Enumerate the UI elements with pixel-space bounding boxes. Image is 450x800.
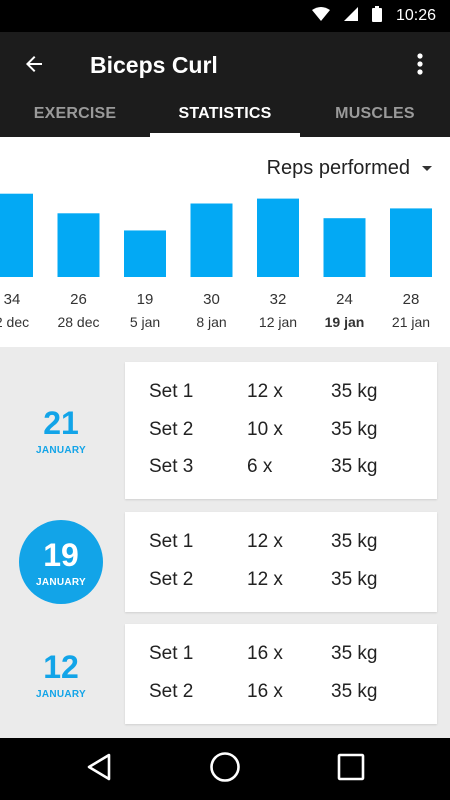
sets-card[interactable]: Set 1 12 x 35 kg Set 2 10 x 35 kg Set 3 … xyxy=(125,362,437,499)
app-bar: Biceps Curl EXERCISE STATISTICS MUSCLES xyxy=(0,32,450,137)
page-title: Biceps Curl xyxy=(90,52,218,78)
back-triangle-icon xyxy=(85,752,113,787)
set-name: Set 1 xyxy=(149,531,194,552)
set-row: Set 1 12 x 35 kg xyxy=(125,523,437,561)
tab-statistics[interactable]: STATISTICS xyxy=(150,98,300,137)
date-month: JANUARY xyxy=(35,445,87,456)
battery-icon xyxy=(371,5,382,27)
chart-bar[interactable] xyxy=(257,198,299,277)
date-badge[interactable]: 12 JANUARY xyxy=(19,632,103,716)
set-row: Set 2 16 x 35 kg xyxy=(125,673,437,711)
bar-value-label: 30 xyxy=(203,291,220,308)
metric-dropdown-value: Reps performed xyxy=(266,157,410,179)
back-button[interactable] xyxy=(14,46,54,86)
bar-date-label: 28 dec xyxy=(57,314,99,330)
set-weight: 35 kg xyxy=(331,381,378,402)
tab-muscles[interactable]: MUSCLES xyxy=(335,105,415,122)
set-name: Set 2 xyxy=(149,680,194,702)
date-badge-selected[interactable]: 19 JANUARY xyxy=(19,520,103,604)
set-weight: 35 kg xyxy=(331,643,378,664)
chart-bar[interactable] xyxy=(0,193,33,277)
workout-day: 19 JANUARY Set 1 12 x 35 kg Set 2 12 x 3… xyxy=(0,512,450,612)
bar-date-label: 8 jan xyxy=(196,314,226,330)
set-weight: 35 kg xyxy=(331,568,378,590)
workout-day: 21 JANUARY Set 1 12 x 35 kg Set 2 10 x 3… xyxy=(0,362,450,499)
set-row: Set 1 16 x 35 kg xyxy=(125,635,437,673)
nav-back-button[interactable] xyxy=(74,749,124,789)
home-circle-icon xyxy=(209,751,241,788)
more-vert-icon xyxy=(417,52,423,81)
date-day: 21 xyxy=(43,405,79,441)
tab-bar: EXERCISE STATISTICS MUSCLES xyxy=(0,98,450,137)
set-name: Set 1 xyxy=(149,381,194,402)
set-weight: 35 kg xyxy=(331,680,378,702)
bar-date-label: 21 jan xyxy=(392,314,430,330)
bar-value-label: 28 xyxy=(403,291,420,308)
set-weight: 35 kg xyxy=(331,418,378,440)
chart-bar[interactable] xyxy=(190,203,233,278)
date-month: JANUARY xyxy=(35,688,87,700)
status-time: 10:26 xyxy=(395,7,436,24)
chart-bar[interactable] xyxy=(323,218,366,277)
date-column: 12 JANUARY xyxy=(0,624,122,724)
sets-card[interactable]: Set 1 16 x 35 kg Set 2 16 x 35 kg xyxy=(125,624,437,724)
bar-date-label: 5 jan xyxy=(130,314,160,330)
workout-day: 12 JANUARY Set 1 16 x 35 kg Set 2 16 x 3… xyxy=(0,624,450,724)
wifi-icon xyxy=(311,6,330,26)
bar-value-label: 24 xyxy=(336,291,353,308)
set-name: Set 1 xyxy=(149,643,194,664)
chevron-down-icon xyxy=(422,166,432,171)
date-column: 19 JANUARY xyxy=(0,512,122,612)
date-month: JANUARY xyxy=(35,576,87,588)
signal-icon xyxy=(343,6,358,26)
bar-date-label: 19 jan xyxy=(325,314,365,330)
set-weight: 35 kg xyxy=(331,531,378,552)
arrow-left-icon xyxy=(22,52,46,81)
chart-bar[interactable] xyxy=(57,213,100,277)
status-bar: 10:26 xyxy=(0,0,450,32)
set-name: Set 3 xyxy=(149,456,194,477)
set-row: Set 1 12 x 35 kg xyxy=(125,373,437,411)
date-badge[interactable]: 21 JANUARY xyxy=(19,389,103,473)
set-name: Set 2 xyxy=(149,418,194,440)
nav-recents-button[interactable] xyxy=(326,749,376,789)
overflow-menu-button[interactable] xyxy=(404,46,436,86)
chart-bar[interactable] xyxy=(390,208,432,277)
toolbar: Biceps Curl xyxy=(0,32,450,98)
nav-home-button[interactable] xyxy=(200,749,250,789)
recents-square-icon xyxy=(337,753,365,786)
date-column: 21 JANUARY xyxy=(0,362,122,499)
set-reps: 10 x xyxy=(247,418,283,440)
chart-panel: 34 2 dec 26 28 dec 19 5 jan 30 8 jan 32 12 jan 24 1… xyxy=(0,137,450,347)
set-row: Set 3 6 x 35 kg xyxy=(125,448,437,486)
metric-dropdown[interactable]: Reps performed xyxy=(267,157,432,180)
date-day: 19 xyxy=(43,536,79,573)
set-reps: 6 x xyxy=(247,456,273,477)
set-name: Set 2 xyxy=(149,568,194,590)
system-nav-bar xyxy=(0,738,450,800)
set-reps: 12 x xyxy=(247,568,283,590)
bar-date-label: 2 dec xyxy=(0,314,29,330)
tab-exercise[interactable]: EXERCISE xyxy=(33,105,117,122)
bar-value-label: 32 xyxy=(270,291,287,308)
set-reps: 16 x xyxy=(247,643,283,664)
bar-value-label: 19 xyxy=(137,291,154,308)
bar-date-label: 12 jan xyxy=(259,314,297,330)
set-reps: 16 x xyxy=(247,680,283,702)
set-row: Set 2 10 x 35 kg xyxy=(125,411,437,449)
reps-bar-chart[interactable]: 34 2 dec 26 28 dec 19 5 jan 30 8 jan 32 12 jan 24 1… xyxy=(0,137,450,347)
set-weight: 35 kg xyxy=(331,456,378,477)
set-reps: 12 x xyxy=(247,381,283,402)
chart-bar[interactable] xyxy=(124,230,166,277)
sets-card[interactable]: Set 1 12 x 35 kg Set 2 12 x 35 kg xyxy=(125,512,437,612)
set-row: Set 2 12 x 35 kg xyxy=(125,561,437,599)
bar-value-label: 34 xyxy=(4,291,21,308)
set-reps: 12 x xyxy=(247,531,283,552)
date-day: 12 xyxy=(43,648,79,685)
bar-value-label: 26 xyxy=(70,291,87,308)
